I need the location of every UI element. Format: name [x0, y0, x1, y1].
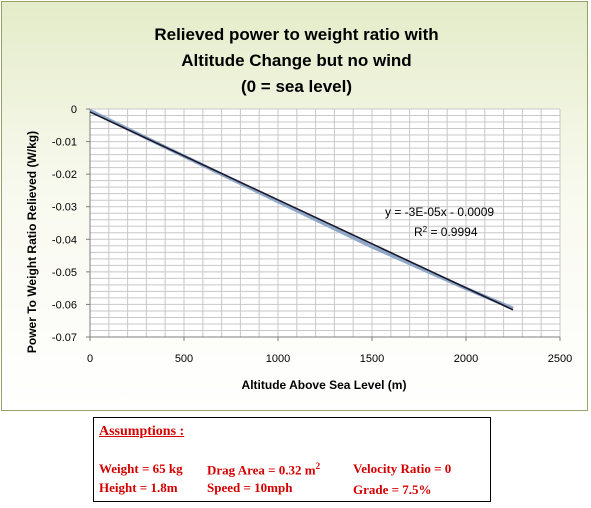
axes: 0 500 1000 1500 2000 2500 0 -0.01 -0.02 -0.03 -0.0… — [52, 104, 572, 365]
drag-area-text: Drag Area = 0.32 m — [207, 462, 316, 478]
x-axis-title: Altitude Above Sea Level (m) — [242, 378, 407, 392]
y-axis-title: Power To Weight Ratio Relieved (W/kg) — [25, 131, 39, 353]
r2-superscript: 2 — [423, 225, 428, 234]
r2-value: = 0.9994 — [427, 225, 478, 239]
assumptions-box: Assumptions : Weight = 65 kg Height = 1.… — [93, 417, 491, 502]
y-tick-label: -0.01 — [52, 137, 77, 149]
assumptions-title: Assumptions : — [99, 424, 185, 439]
x-tick-label: 1000 — [266, 353, 290, 365]
x-tick-label: 2000 — [454, 353, 478, 365]
chart-svg: 0 500 1000 1500 2000 2500 0 -0.01 -0.02 -0.03 -0.0… — [25, 104, 572, 392]
x-tick-label: 2500 — [548, 353, 572, 365]
x-tick-label: 500 — [175, 353, 193, 365]
series — [89, 109, 514, 311]
x-tick-label: 0 — [87, 353, 93, 365]
weight-label: Weight = 65 kg — [99, 461, 183, 476]
y-tick-label: -0.04 — [52, 234, 77, 246]
y-tick-label: -0.02 — [52, 169, 77, 181]
grade-label: Grade = 7.5% — [353, 482, 432, 497]
y-tick-label: -0.05 — [52, 267, 77, 279]
height-label: Height = 1.8m — [99, 480, 178, 495]
r2-label: R — [414, 225, 423, 239]
y-tick-label: -0.03 — [52, 202, 77, 214]
x-tick-label: 1500 — [360, 353, 384, 365]
drag-area-label: Drag Area = 0.32 m2 — [207, 461, 320, 478]
y-tick-label: -0.07 — [52, 332, 77, 344]
y-tick-label: 0 — [71, 104, 77, 116]
y-tick-label: -0.06 — [52, 299, 77, 311]
trendline-r2: R2 = 0.9994 — [414, 225, 478, 239]
velocity-ratio-label: Velocity Ratio = 0 — [353, 461, 452, 476]
trendline — [89, 111, 514, 311]
trendline-equation: y = -3E-05x - 0.0009 — [385, 205, 494, 219]
speed-label: Speed = 10mph — [207, 480, 293, 495]
chart-title: Relieved power to weight ratio with Alti… — [154, 25, 439, 96]
drag-area-exponent: 2 — [315, 461, 321, 471]
